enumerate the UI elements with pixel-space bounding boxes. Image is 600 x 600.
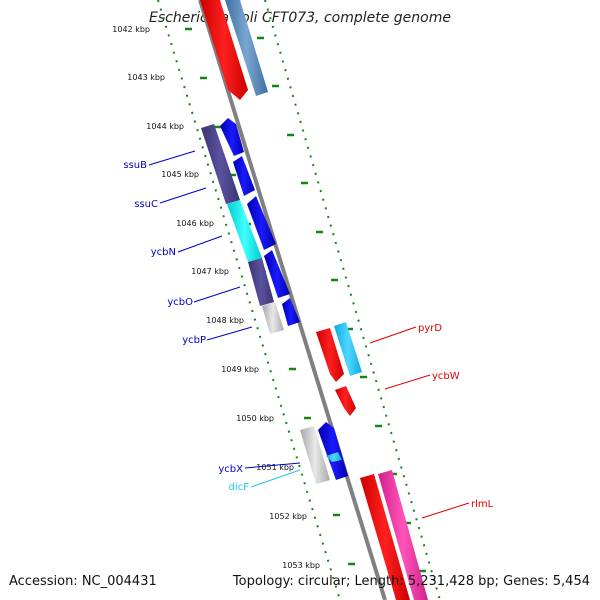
gene-leader-line: [421, 502, 470, 519]
ruler-label: 1052 kbp: [269, 512, 307, 521]
gene-feature[interactable]: [264, 250, 290, 298]
gene-label-ssuC[interactable]: ssuC: [134, 199, 158, 210]
ruler-label: 1046 kbp: [176, 219, 214, 228]
genome-backbone: [198, 0, 387, 600]
gene-feature-rlmL[interactable]: [360, 474, 410, 600]
gene-feature[interactable]: [378, 470, 428, 600]
gene-feature[interactable]: [200, 0, 248, 100]
gene-leader-line: [369, 326, 417, 344]
gene-leader-line: [206, 326, 253, 341]
ruler-label: 1048 kbp: [206, 316, 244, 325]
gene-leader-line: [384, 374, 431, 390]
summary-text: Topology: circular; Length: 5,231,428 bp…: [232, 574, 590, 589]
ruler-label: 1042 kbp: [112, 25, 150, 34]
gene-label-ycbX[interactable]: ycbX: [218, 464, 243, 475]
gene-feature[interactable]: [335, 386, 356, 416]
ruler-label: 1044 kbp: [146, 122, 184, 131]
gene-leader-line: [159, 187, 207, 204]
gene-leader-line: [193, 286, 241, 303]
gene-label-ycbW[interactable]: ycbW: [432, 371, 460, 382]
gene-leader-line: [177, 235, 223, 253]
gene-feature-ycbO[interactable]: [248, 258, 274, 306]
gene-label-dicF[interactable]: dicF: [229, 482, 250, 493]
ruler-label: 1051 kbp: [256, 463, 294, 472]
gene-feature-ycbP[interactable]: [262, 302, 284, 334]
gene-feature-ssuC[interactable]: [227, 200, 262, 262]
gene-feature[interactable]: [225, 0, 268, 96]
gene-leader-line: [250, 469, 301, 488]
ruler-label: 1043 kbp: [127, 73, 165, 82]
gene-label-ycbN[interactable]: ycbN: [151, 247, 176, 258]
gene-feature-pyrD[interactable]: [316, 328, 344, 382]
gene-label-ycbO[interactable]: ycbO: [167, 297, 193, 308]
gene-feature[interactable]: [220, 118, 244, 156]
gene-feature-ssuB[interactable]: [201, 124, 240, 204]
gene-label-ycbP[interactable]: ycbP: [182, 335, 206, 346]
gene-feature[interactable]: [233, 156, 255, 196]
gene-feature-ycbX[interactable]: [300, 426, 330, 484]
left-track-boundary: [157, 0, 341, 600]
gene-feature[interactable]: [282, 298, 300, 326]
gene-feature-dicF[interactable]: [326, 452, 342, 462]
gene-leader-line: [148, 150, 196, 166]
gene-label-rlmL[interactable]: rlmL: [471, 499, 494, 510]
gene-feature[interactable]: [318, 422, 348, 480]
ruler-label: 1047 kbp: [191, 267, 229, 276]
ruler-label: 1049 kbp: [221, 365, 259, 374]
ruler-label: 1053 kbp: [282, 561, 320, 570]
gene-label-pyrD[interactable]: pyrD: [418, 323, 442, 334]
gene-label-ssuB[interactable]: ssuB: [123, 160, 147, 171]
ruler-label: 1050 kbp: [236, 414, 274, 423]
gene-feature-ycbW[interactable]: [334, 322, 362, 376]
gene-leader-line: [244, 462, 301, 469]
ruler-label: 1045 kbp: [161, 170, 199, 179]
gene-feature-ycbN[interactable]: [247, 196, 276, 250]
accession-text: Accession: NC_004431: [9, 574, 157, 589]
